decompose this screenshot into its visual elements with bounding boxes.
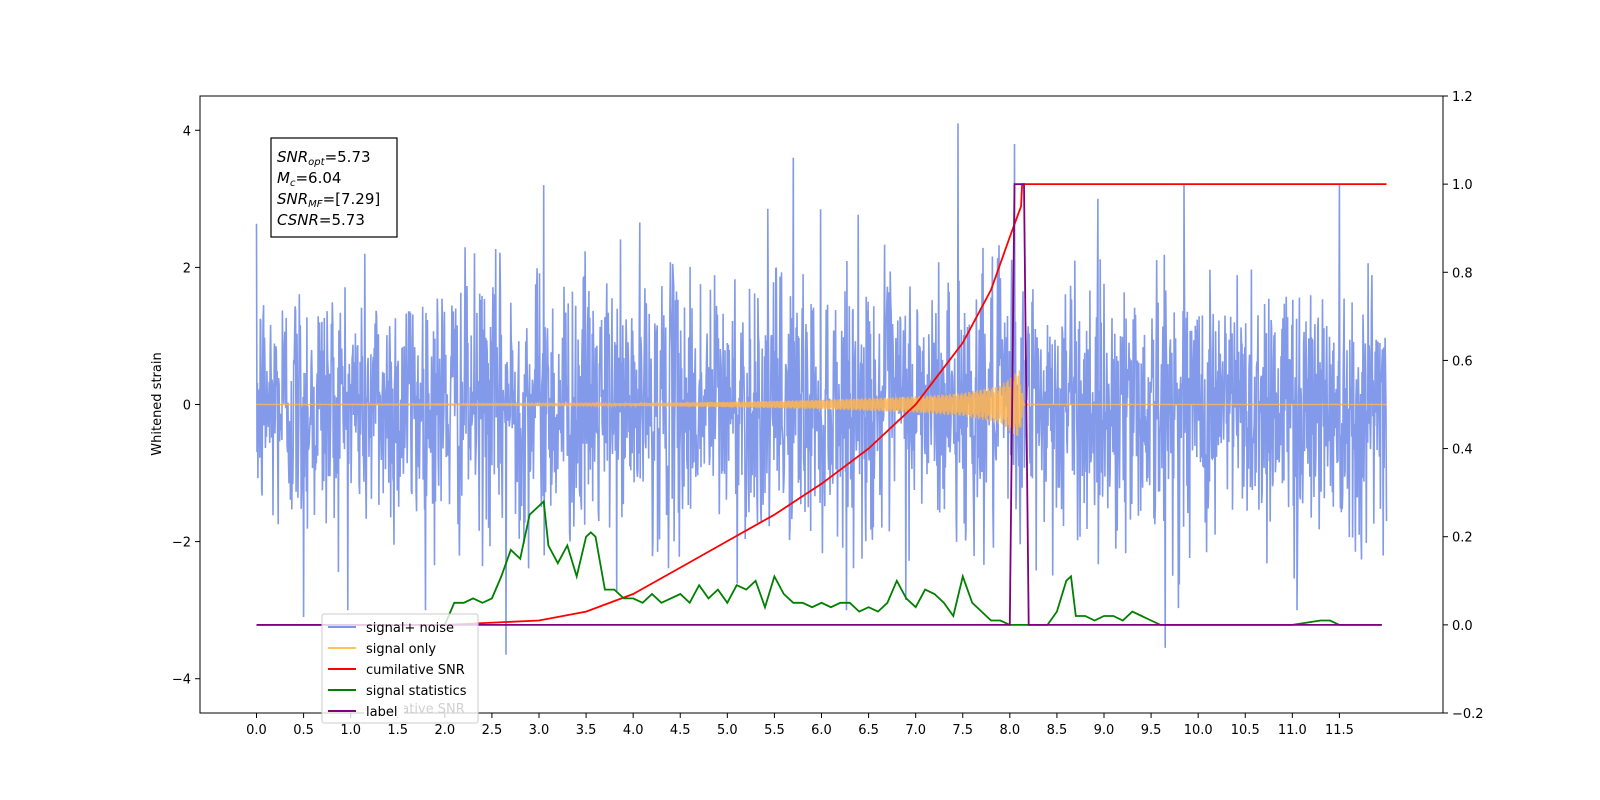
x-tick-label: 5.5 xyxy=(764,723,785,738)
signal-noise-line xyxy=(255,123,1388,655)
y-tick-label: 4 xyxy=(183,124,191,139)
y-tick-label: −2 xyxy=(172,536,191,551)
y2-tick-label: 1.0 xyxy=(1452,178,1473,193)
annotation-line: SNRMF=[7.29] xyxy=(277,190,380,210)
label-line xyxy=(256,183,1382,626)
x-tick-label: 5.0 xyxy=(717,723,738,738)
y2-tick-label: −0.2 xyxy=(1452,707,1484,722)
y-axis-right: −0.2 0.0 0.2 0.4 0.6 0.8 1.0 1.2 xyxy=(1443,90,1484,722)
signal-only-line xyxy=(256,370,1387,437)
legend-label: signal statistics xyxy=(366,684,467,699)
right-axis-series xyxy=(256,183,1387,626)
y-axis-left: −4 −2 0 2 4 xyxy=(172,124,200,688)
legend-frame xyxy=(321,613,479,724)
x-tick-label: 6.0 xyxy=(811,723,832,738)
y2-tick-label: 0.6 xyxy=(1452,354,1473,369)
signal-noise-series xyxy=(255,123,1388,655)
y2-tick-label: 1.2 xyxy=(1452,90,1473,105)
x-tick-label: 9.0 xyxy=(1094,723,1115,738)
x-tick-label: 7.0 xyxy=(905,723,926,738)
y2-tick-label: 0.4 xyxy=(1452,443,1473,458)
x-tick-label: 2.0 xyxy=(434,723,455,738)
x-tick-label: 1.5 xyxy=(387,723,408,738)
plot-area xyxy=(255,123,1388,655)
x-axis: 0.0 0.5 1.0 1.5 2.0 2.5 3.0 3.5 4.0 4.5 5.0 5.5 6.0 6… xyxy=(246,713,1354,738)
x-tick-label: 10.0 xyxy=(1184,723,1213,738)
legend-label: signal+ noise xyxy=(366,621,454,636)
x-tick-label: 8.0 xyxy=(999,723,1020,738)
signal-only-series xyxy=(256,370,1387,437)
x-tick-label: 7.5 xyxy=(952,723,973,738)
annotation-line: Mc=6.04 xyxy=(277,169,341,189)
x-tick-label: 11.0 xyxy=(1278,723,1307,738)
y2-tick-label: 0.0 xyxy=(1452,619,1473,634)
legend-label: signal only xyxy=(366,642,436,657)
x-tick-label: 9.5 xyxy=(1141,723,1162,738)
annotation-frame xyxy=(270,137,398,238)
x-tick-label: 0.5 xyxy=(293,723,314,738)
legend-label: label xyxy=(366,705,397,720)
x-tick-label: 3.0 xyxy=(529,723,550,738)
legend-label: cumilative SNR xyxy=(366,663,465,678)
y-tick-label: 0 xyxy=(183,399,191,414)
y-tick-label: 2 xyxy=(183,261,191,276)
x-tick-label: 4.0 xyxy=(623,723,644,738)
x-tick-label: 1.0 xyxy=(340,723,361,738)
signal-statistics-line xyxy=(443,499,1382,626)
y2-tick-label: 0.2 xyxy=(1452,531,1473,546)
annotation-line: SNRopt=5.73 xyxy=(277,148,371,168)
y-tick-label: −4 xyxy=(172,673,191,688)
x-tick-label: 4.5 xyxy=(670,723,691,738)
legend-overlap-mask xyxy=(364,699,404,717)
x-tick-label: 8.5 xyxy=(1047,723,1068,738)
x-tick-label: 3.5 xyxy=(576,723,597,738)
x-tick-label: 10.5 xyxy=(1231,723,1260,738)
y-axis-title: Whitened strain xyxy=(150,352,165,455)
x-tick-label: 6.5 xyxy=(858,723,879,738)
x-tick-label: 2.5 xyxy=(482,723,503,738)
x-tick-label: 11.5 xyxy=(1325,723,1354,738)
y2-tick-label: 0.8 xyxy=(1452,266,1473,281)
annotation-line: CSNR=5.73 xyxy=(277,211,365,229)
x-tick-label: 0.0 xyxy=(246,723,267,738)
